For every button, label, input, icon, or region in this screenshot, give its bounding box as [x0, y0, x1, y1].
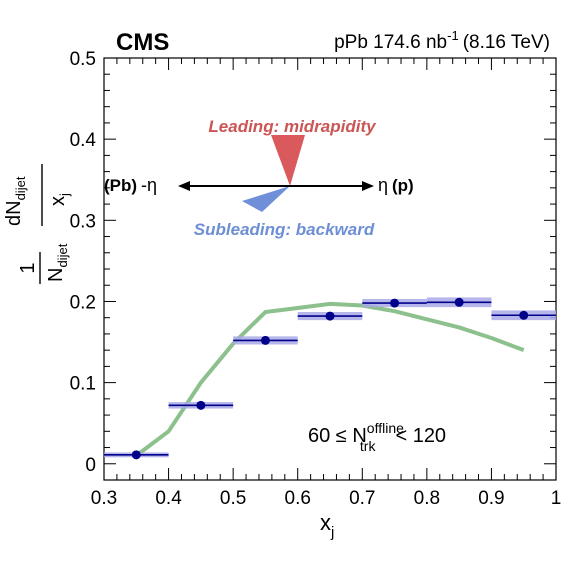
- x-axis-label: xj: [320, 510, 334, 541]
- y-tick-label: 0: [85, 455, 96, 476]
- y-frac-den-main: x: [47, 196, 69, 206]
- data-point: [519, 310, 529, 320]
- y-axis-one: 1: [17, 262, 39, 273]
- lead-direction-right: η (p): [378, 175, 414, 195]
- luminosity-label: pPb 174.6 nb-1 (8.16 TeV): [334, 28, 550, 53]
- y-num-main: dN: [3, 200, 25, 226]
- plus-eta-label: η: [378, 175, 388, 195]
- multiplicity-selection: 60 ≤ Noffline trk < 120: [308, 420, 446, 454]
- x-tick-label: 0.8: [414, 488, 440, 509]
- y-frac-den-sub: j: [57, 193, 72, 197]
- experiment-label: CMS: [116, 29, 169, 56]
- y-tick-label: 0.2: [70, 292, 96, 313]
- model-line: [135, 301, 525, 458]
- x-axis-ticks: 0.3 0.4 0.5 0.6 0.7 0.8 0.9 1: [91, 58, 562, 509]
- y-tick-label: 0.1: [70, 374, 96, 395]
- y-axis-num: dNdijet: [3, 176, 28, 226]
- x-tick-label: 0.3: [91, 488, 117, 509]
- y-den-main: N: [45, 268, 67, 282]
- x-axis-sub: j: [330, 524, 334, 541]
- selection-sub: trk: [360, 438, 377, 454]
- data-point: [325, 311, 335, 321]
- p-label: (p): [392, 176, 414, 195]
- leading-jet-triangle: [271, 135, 305, 186]
- data-point: [260, 335, 270, 345]
- y-tick-label: 0.5: [70, 49, 96, 70]
- lead-direction-left: (Pb) -η: [104, 175, 157, 195]
- y-axis-ticks: 0 0.1 0.2 0.3 0.4 0.5: [70, 49, 556, 476]
- minus-eta-label: -η: [141, 175, 157, 195]
- y-tick-label: 0.3: [70, 211, 96, 232]
- subleading-jet-label: Subleading: backward: [194, 220, 375, 239]
- luminosity-exponent: -1: [447, 28, 459, 43]
- y-tick-label: 0.4: [70, 130, 97, 151]
- x-axis-main: x: [320, 510, 331, 535]
- x-tick-label: 0.5: [220, 488, 246, 509]
- data-point: [390, 298, 400, 308]
- selection-sup: offline: [367, 420, 404, 436]
- data-point: [454, 297, 464, 307]
- energy-text: (8.16 TeV): [463, 32, 550, 53]
- selection-suffix: < 120: [395, 425, 446, 447]
- leading-jet-label: Leading: midrapidity: [208, 117, 377, 136]
- data-point: [131, 450, 141, 460]
- model-curve: [135, 301, 525, 458]
- pb-label: (Pb): [104, 176, 137, 195]
- y-den-sub: dijet: [55, 243, 70, 267]
- eta-arrow-head-left: [178, 181, 190, 191]
- x-tick-label: 0.7: [349, 488, 375, 509]
- data-points: [104, 297, 556, 460]
- y-num-sub: dijet: [13, 176, 28, 200]
- selection-prefix: 60 ≤ N: [308, 425, 367, 447]
- luminosity-text: pPb 174.6 nb: [334, 32, 447, 53]
- y-axis-label: 1 Ndijet dNdijet xj: [3, 164, 72, 284]
- y-axis-den: Ndijet: [45, 243, 70, 282]
- data-point: [196, 400, 206, 410]
- y-axis-frac-den: xj: [47, 193, 72, 206]
- x-tick-label: 0.4: [155, 488, 182, 509]
- x-tick-label: 0.9: [478, 488, 504, 509]
- subleading-jet-triangle: [242, 186, 290, 212]
- x-tick-label: 0.6: [285, 488, 311, 509]
- eta-arrow-head-right: [362, 181, 374, 191]
- x-tick-label: 1: [551, 488, 562, 509]
